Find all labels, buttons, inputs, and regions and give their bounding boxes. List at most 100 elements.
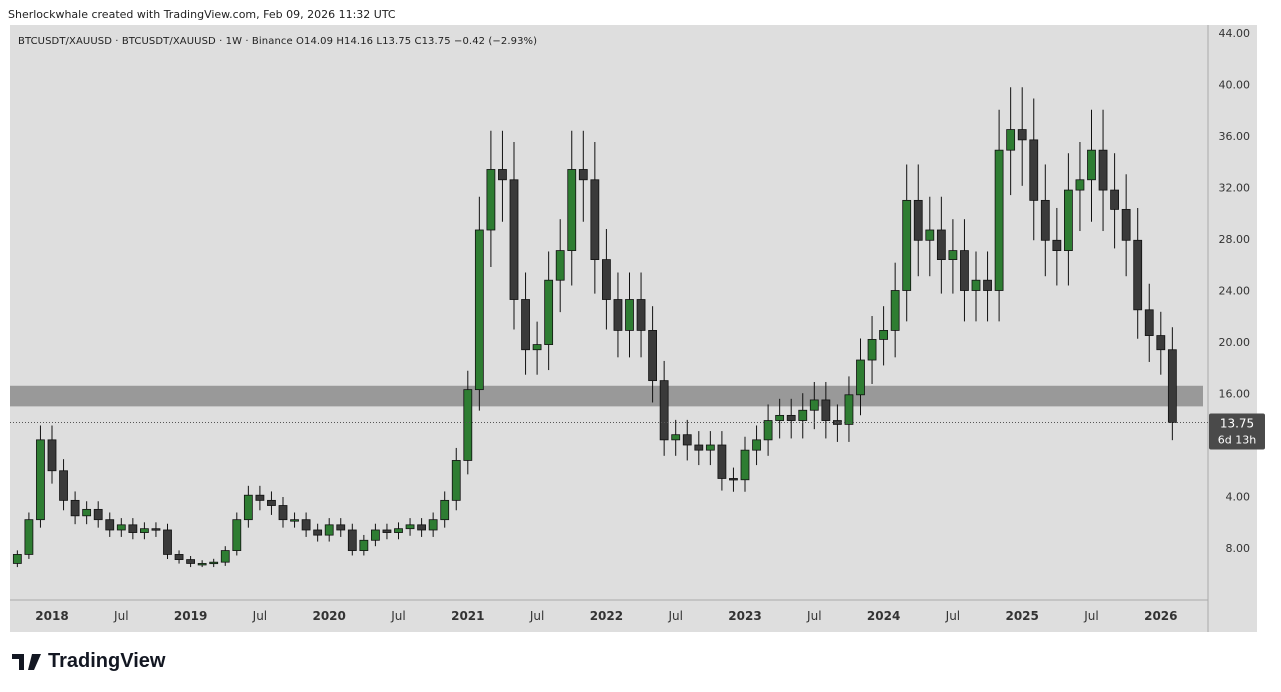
candle-down (301, 519, 311, 531)
chart-credit: Sherlockwhale created with TradingView.c… (8, 8, 396, 21)
candle-up (867, 339, 877, 361)
tradingview-logo: TradingView (12, 650, 165, 673)
candle-down (1052, 239, 1062, 251)
candle-down (717, 444, 727, 479)
price-tick-label: 16.00 (1219, 388, 1251, 401)
time-tick-label: Jul (1083, 609, 1098, 623)
candle-down (151, 528, 161, 531)
price-tick-label: 44.00 (1219, 27, 1251, 40)
price-tick-label: 40.00 (1219, 79, 1251, 92)
price-tick-label: 8.00 (1226, 542, 1251, 555)
price-tick-label: 32.00 (1219, 182, 1251, 195)
time-tick-label: 2026 (1144, 609, 1177, 623)
candle-up (12, 554, 22, 564)
candle-up (1064, 189, 1073, 251)
symbol-legend: BTCUSDT/XAUUSD · BTCUSDT/XAUUSD · 1W · B… (18, 36, 538, 47)
candle-down (1040, 199, 1050, 241)
candle-down (729, 478, 738, 481)
support-zone (10, 385, 1203, 407)
candle-up (532, 344, 542, 351)
candle-up (544, 279, 554, 345)
candle-up (139, 528, 149, 533)
candle-up (451, 460, 461, 501)
candle-up (890, 290, 900, 331)
candle-up (971, 279, 981, 291)
candle-down (1133, 239, 1143, 311)
candle-down (336, 524, 346, 531)
candle-down (70, 499, 80, 517)
time-tick-label: 2022 (590, 609, 623, 623)
candle-up (405, 524, 415, 530)
candle-down (590, 179, 600, 260)
candle-up (440, 499, 450, 521)
time-tick-label: 2020 (312, 609, 345, 623)
candle-up (740, 449, 750, 481)
time-tick-label: Jul (806, 609, 821, 623)
candle-down (636, 299, 646, 331)
time-tick-label: Jul (945, 609, 960, 623)
candle-down (186, 559, 196, 564)
price-tick-label: 4.00 (1226, 491, 1251, 504)
candle-up (209, 561, 219, 565)
time-tick-label: 2021 (451, 609, 484, 623)
time-tick-label: Jul (113, 609, 128, 623)
candle-up (486, 169, 496, 231)
candle-down (578, 169, 588, 181)
candle-up (370, 529, 380, 541)
candle-up (671, 434, 681, 441)
candle-up (925, 229, 935, 241)
candle-up (567, 169, 577, 251)
time-tick-label: 2019 (174, 609, 207, 623)
candle-down (786, 414, 796, 421)
time-tick-label: 2023 (728, 609, 761, 623)
price-tick-label: 36.00 (1219, 130, 1251, 143)
candle-down (278, 505, 288, 521)
candle-down (1029, 139, 1039, 201)
candle-up (359, 539, 369, 551)
tradingview-logo-icon (12, 653, 41, 670)
candle-up (394, 528, 403, 533)
candle-down (47, 439, 57, 472)
candle-down (821, 399, 831, 421)
candle-down (59, 470, 68, 501)
candle-up (752, 439, 761, 451)
candle-up (36, 439, 45, 521)
candle-up (116, 524, 126, 531)
candle-up (474, 229, 484, 391)
candle-up (879, 330, 888, 340)
candle-down (1098, 149, 1108, 191)
last-price-value: 13.75 (1220, 416, 1254, 430)
candle-up (197, 563, 207, 566)
time-tick-label: 2018 (35, 609, 68, 623)
candle-up (24, 519, 34, 555)
candle-up (220, 550, 230, 563)
candle-down (694, 444, 704, 451)
candle-up (775, 414, 785, 421)
brand-name: TradingView (48, 650, 166, 672)
candle-up (625, 299, 634, 331)
time-tick-label: Jul (667, 609, 682, 623)
candle-up (705, 444, 715, 451)
candle-down (255, 494, 265, 501)
candle-up (844, 394, 854, 425)
candle-down (1121, 208, 1131, 241)
candle-down (521, 299, 530, 351)
candle-up (290, 519, 299, 522)
candle-up (82, 508, 92, 517)
candle-down (163, 529, 172, 555)
candle-up (243, 494, 253, 521)
last-price-badge (1209, 413, 1265, 450)
price-tick-label: 28.00 (1219, 233, 1251, 246)
candle-up (232, 519, 242, 551)
candle-down (267, 499, 276, 506)
candle-up (856, 359, 865, 396)
candle-up (324, 524, 334, 536)
candle-down (1144, 309, 1154, 336)
candle-up (994, 149, 1004, 291)
candle-down (1110, 189, 1119, 210)
candle-up (798, 409, 808, 421)
candle-up (948, 250, 958, 260)
candle-up (463, 389, 473, 461)
candle-down (93, 508, 103, 521)
